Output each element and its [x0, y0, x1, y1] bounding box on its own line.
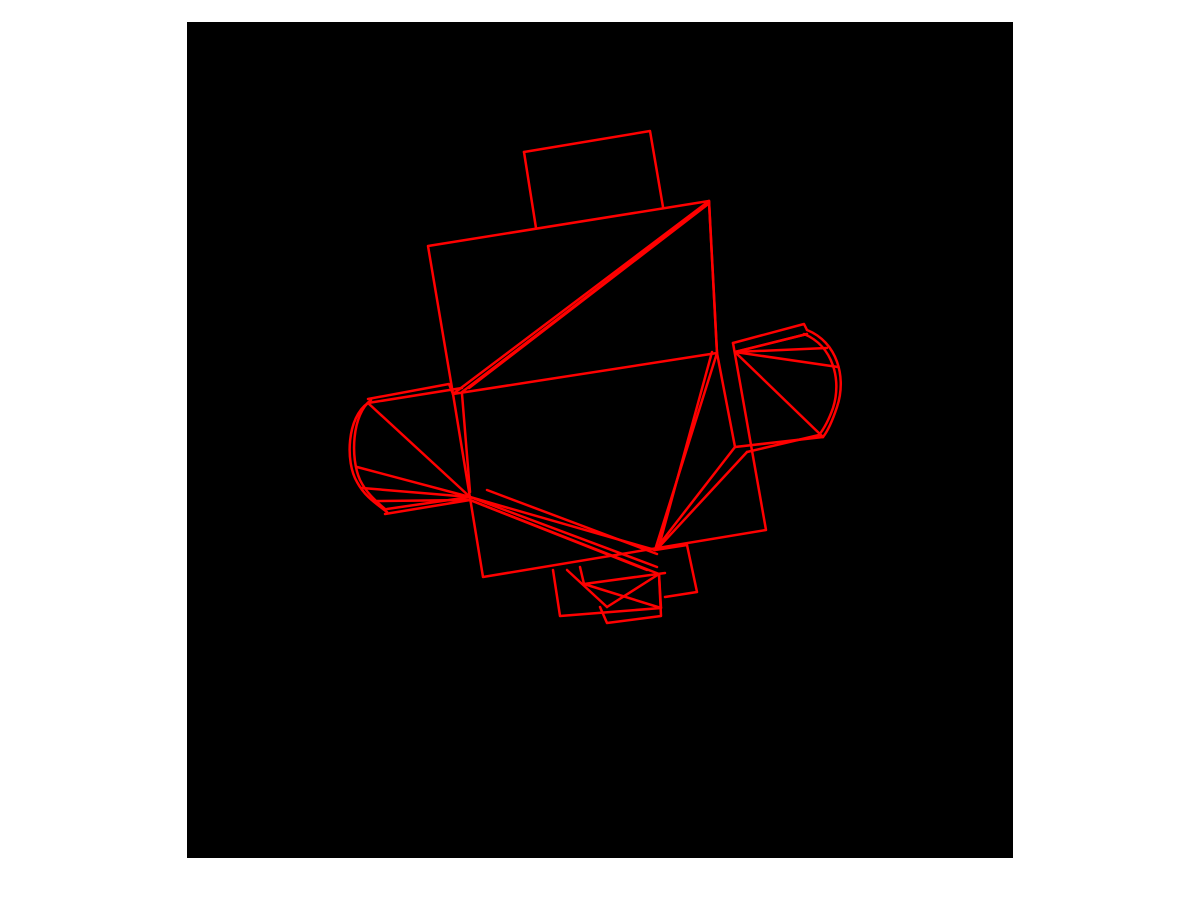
- left-cap-arc: [348, 401, 389, 514]
- bottom-tab-right: [663, 543, 699, 599]
- lower-panel-inner-left: [460, 392, 472, 494]
- fan-line-3: [653, 445, 737, 552]
- fan-line-2: [657, 350, 714, 548]
- right-cap-spoke-1: [733, 350, 825, 439]
- fan-line-7: [485, 488, 659, 556]
- fan-line-10: [468, 498, 649, 572]
- upper-panel-diagonal-1: [451, 199, 711, 396]
- right-cap-spoke-3: [733, 346, 829, 354]
- fan-line-5: [707, 199, 719, 355]
- left-cap-spoke-4: [375, 498, 472, 503]
- right-cap-top-band: [731, 322, 809, 345]
- top-tab-left-edge: [522, 150, 538, 230]
- right-cap-arc: [805, 328, 842, 439]
- left-cap-spoke-1: [366, 401, 472, 499]
- right-cap-bottom-band-2: [745, 433, 821, 454]
- left-cap-spoke-3: [360, 486, 472, 499]
- left-cap-spoke-2: [355, 465, 472, 499]
- wireframe-group: [348, 129, 842, 625]
- left-cap-top-band-2: [366, 386, 464, 405]
- axes-background: [187, 22, 1013, 858]
- top-tab-outline: [522, 129, 665, 209]
- left-cap-bottom-band: [383, 498, 472, 516]
- right-cap-spoke-4: [733, 332, 809, 354]
- fan-line-4: [657, 450, 749, 549]
- bottom-tab-fold-4: [653, 543, 689, 552]
- upper-panel-diagonal-3: [467, 203, 709, 390]
- plot-viewport: [187, 22, 1013, 858]
- lower-panel-inner-right: [715, 351, 737, 449]
- bottom-tab-fold-1: [565, 568, 609, 609]
- fan-line-8: [468, 495, 659, 569]
- bottom-tab-lower: [598, 572, 663, 625]
- bottom-tab-fold-3: [605, 572, 661, 609]
- right-cap-spoke-2: [733, 350, 840, 369]
